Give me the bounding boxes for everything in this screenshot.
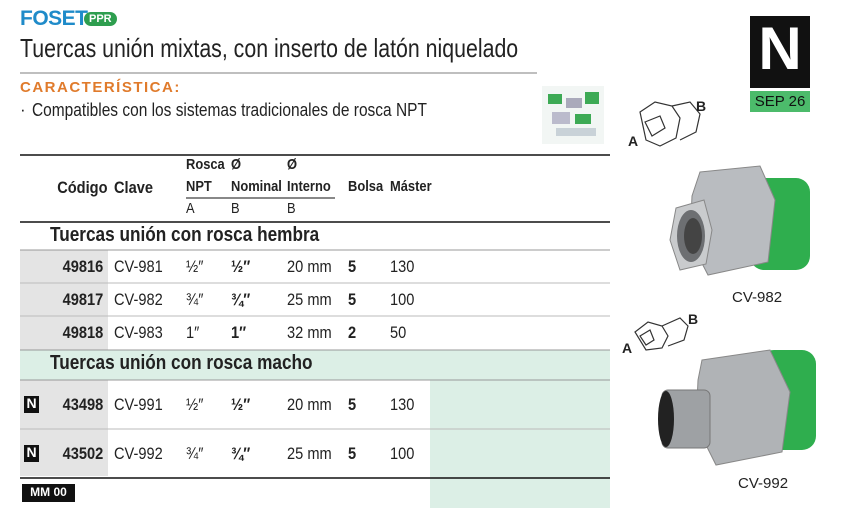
edition-date-box	[750, 91, 810, 112]
new-marker-box	[24, 445, 39, 462]
cell: 43502	[62, 443, 103, 463]
feature-item: Compatibles con los sistemas tradicional…	[32, 100, 427, 120]
cell: 5	[348, 443, 357, 463]
footer-code: MM 00	[30, 485, 67, 499]
cell: CV-992	[114, 443, 163, 463]
cell: 43498	[62, 394, 103, 414]
cell: ¾″	[231, 443, 251, 463]
cell: 50	[390, 323, 407, 342]
cell: 32 mm	[287, 323, 332, 342]
table-lines	[20, 154, 610, 508]
cell: 1″	[186, 323, 200, 342]
cell: ½″	[186, 394, 204, 414]
diagram-label: B	[688, 311, 699, 327]
column-header: Bolsa	[348, 178, 384, 195]
column-header: Nominal	[231, 178, 282, 195]
diagram-label: B	[696, 98, 707, 114]
column-sub: B	[231, 200, 240, 217]
cell: CV-991	[114, 394, 163, 414]
cell: 1″	[231, 323, 247, 342]
cell: ½″	[231, 256, 251, 276]
section-title: Tuercas unión con rosca hembra	[50, 224, 320, 246]
cell: 130	[390, 256, 415, 276]
column-sub: B	[287, 200, 296, 217]
cell: 5	[348, 289, 357, 309]
edition-letter: N	[758, 15, 802, 82]
cell: 5	[348, 256, 357, 276]
cell: 100	[390, 443, 415, 463]
cell: ½″	[231, 394, 251, 414]
diagram	[634, 317, 689, 351]
edition-badge	[750, 16, 810, 88]
column-header: Clave	[114, 178, 154, 197]
brand: FOSET	[20, 7, 88, 30]
cell: 2	[348, 323, 357, 342]
cell: ½″	[186, 256, 204, 276]
diagram	[639, 101, 701, 147]
cell: CV-981	[114, 256, 163, 276]
column-header: Máster	[390, 178, 432, 195]
new-marker-box	[24, 396, 39, 413]
cell: ¾″	[186, 443, 204, 463]
figure-caption: CV-982	[732, 289, 783, 306]
diagram-label: A	[622, 340, 633, 356]
new-marker: N	[26, 443, 37, 460]
column-header: Ø	[287, 156, 298, 173]
product-thumbnail	[542, 86, 604, 144]
cell: 25 mm	[287, 443, 332, 463]
cell: 20 mm	[287, 394, 332, 414]
column-sub: A	[186, 200, 195, 217]
cell: 5	[348, 394, 357, 414]
product-photo	[669, 165, 810, 276]
cell: 49817	[62, 289, 103, 309]
column-header: NPT	[186, 178, 212, 195]
cell: 130	[390, 394, 415, 414]
column-header: Código	[57, 178, 108, 197]
edition-date: SEP 26	[754, 93, 806, 110]
features-heading: CARACTERÍSTICA:	[20, 79, 181, 96]
section-title: Tuercas unión con rosca macho	[50, 352, 313, 374]
cell: ¾″	[186, 289, 204, 309]
bullet: ·	[20, 100, 26, 119]
footer-box	[22, 484, 75, 502]
figure-caption: CV-992	[738, 475, 789, 492]
cell: 100	[390, 289, 415, 309]
column-header: Interno	[287, 178, 331, 195]
cell: ¾″	[231, 289, 251, 309]
column-header: Rosca	[186, 156, 225, 173]
cell: 49816	[62, 256, 103, 276]
diagram-label: A	[628, 133, 639, 149]
brand-badge: PPR	[84, 12, 117, 26]
column-header: Ø	[231, 156, 242, 173]
cell: 25 mm	[287, 289, 332, 309]
cell: 20 mm	[287, 256, 332, 276]
page-title: Tuercas unión mixtas, con inserto de lat…	[20, 33, 519, 63]
cell: 49818	[62, 323, 103, 342]
new-marker: N	[26, 394, 37, 411]
cell: CV-983	[114, 323, 163, 342]
cell: CV-982	[114, 289, 163, 309]
product-photo	[658, 349, 816, 466]
